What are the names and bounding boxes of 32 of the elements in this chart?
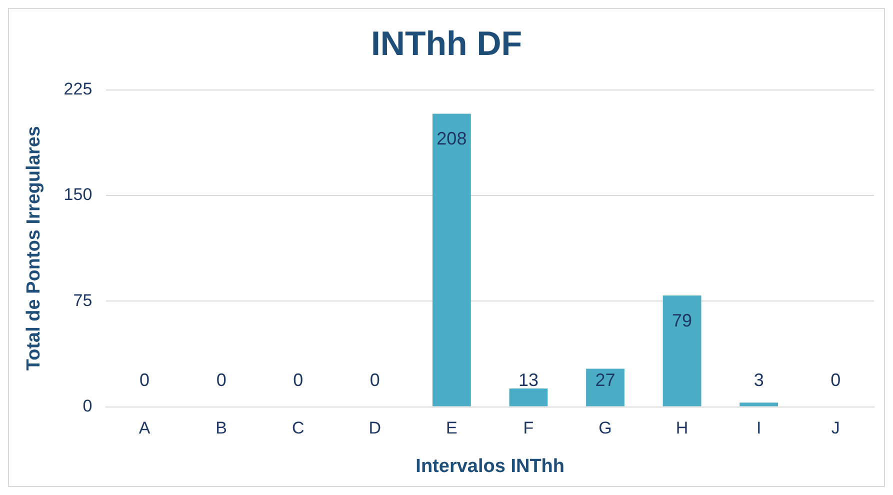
x-tick-label: B bbox=[216, 418, 228, 438]
x-tick-label: C bbox=[292, 418, 304, 438]
data-label: 79 bbox=[672, 310, 692, 330]
x-tick-label: A bbox=[138, 418, 151, 438]
x-axis-title: Intervalos INThh bbox=[416, 456, 565, 477]
data-label: 0 bbox=[370, 370, 380, 390]
bar bbox=[586, 368, 624, 406]
x-tick-label: F bbox=[523, 418, 534, 438]
x-tick-label: J bbox=[831, 418, 840, 438]
x-tick-label: D bbox=[368, 418, 382, 438]
data-label: 13 bbox=[518, 370, 538, 390]
y-tick-label: 0 bbox=[82, 396, 92, 416]
data-label: 0 bbox=[293, 370, 304, 390]
y-axis-title: Total de Pontos Irregulares bbox=[24, 126, 45, 371]
data-label: 0 bbox=[216, 370, 226, 390]
data-label: 27 bbox=[595, 370, 616, 390]
bar bbox=[509, 388, 548, 406]
data-label: 208 bbox=[436, 128, 467, 149]
x-tick-label: G bbox=[598, 418, 612, 438]
bar bbox=[662, 296, 702, 406]
bar bbox=[432, 114, 471, 406]
data-label: 0 bbox=[830, 370, 841, 390]
data-label: 0 bbox=[140, 370, 150, 390]
x-tick-label: E bbox=[446, 418, 458, 438]
y-tick-label: 75 bbox=[73, 290, 92, 310]
y-tick-label: 150 bbox=[64, 185, 92, 204]
bar bbox=[740, 402, 778, 406]
x-tick-label: I bbox=[756, 418, 762, 438]
y-tick-label: 225 bbox=[64, 79, 92, 98]
chart-title: INThh DF bbox=[370, 24, 522, 63]
data-label: 3 bbox=[754, 370, 764, 390]
x-tick-label: H bbox=[676, 418, 688, 438]
